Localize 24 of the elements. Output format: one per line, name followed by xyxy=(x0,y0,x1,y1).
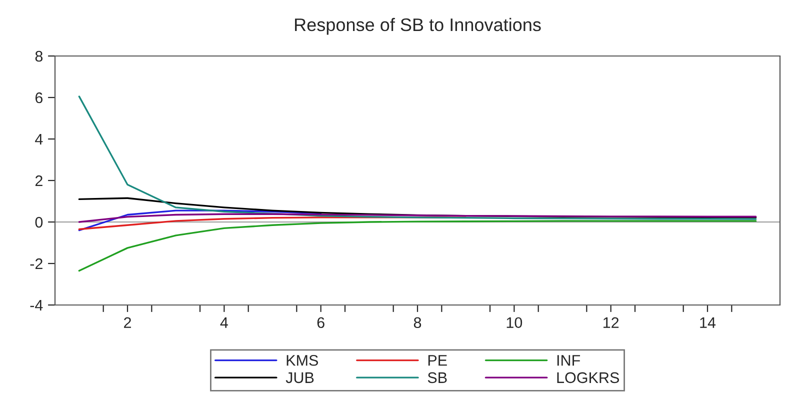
legend-label: INF xyxy=(557,355,580,366)
legend-label: LOGKRS xyxy=(557,372,619,384)
x-tick-label: 4 xyxy=(220,317,228,328)
legend-label: SB xyxy=(428,372,447,384)
x-tick-label: 14 xyxy=(700,317,716,328)
legend-label: PE xyxy=(428,355,447,366)
x-tick-label: 12 xyxy=(604,317,619,328)
y-tick-label: 4 xyxy=(35,134,43,145)
line-series xyxy=(78,220,757,272)
x-tick-label: 2 xyxy=(124,317,131,328)
y-tick-label: 2 xyxy=(35,175,42,186)
y-tick-label: 6 xyxy=(35,92,43,104)
x-tick-label: 8 xyxy=(414,317,422,328)
y-tick-label: 0 xyxy=(35,216,43,228)
y-tick-label: -4 xyxy=(30,300,43,311)
line-series xyxy=(78,96,757,220)
x-tick-label: 10 xyxy=(506,317,522,328)
chart-title: Response of SB to Innovations xyxy=(295,18,541,35)
y-tick-label: 8 xyxy=(35,50,43,62)
y-tick-label: -2 xyxy=(30,258,42,270)
line-series xyxy=(78,213,757,223)
x-tick-label: 6 xyxy=(317,317,324,328)
legend-label: KMS xyxy=(286,354,318,366)
legend-label: JUB xyxy=(286,372,314,384)
